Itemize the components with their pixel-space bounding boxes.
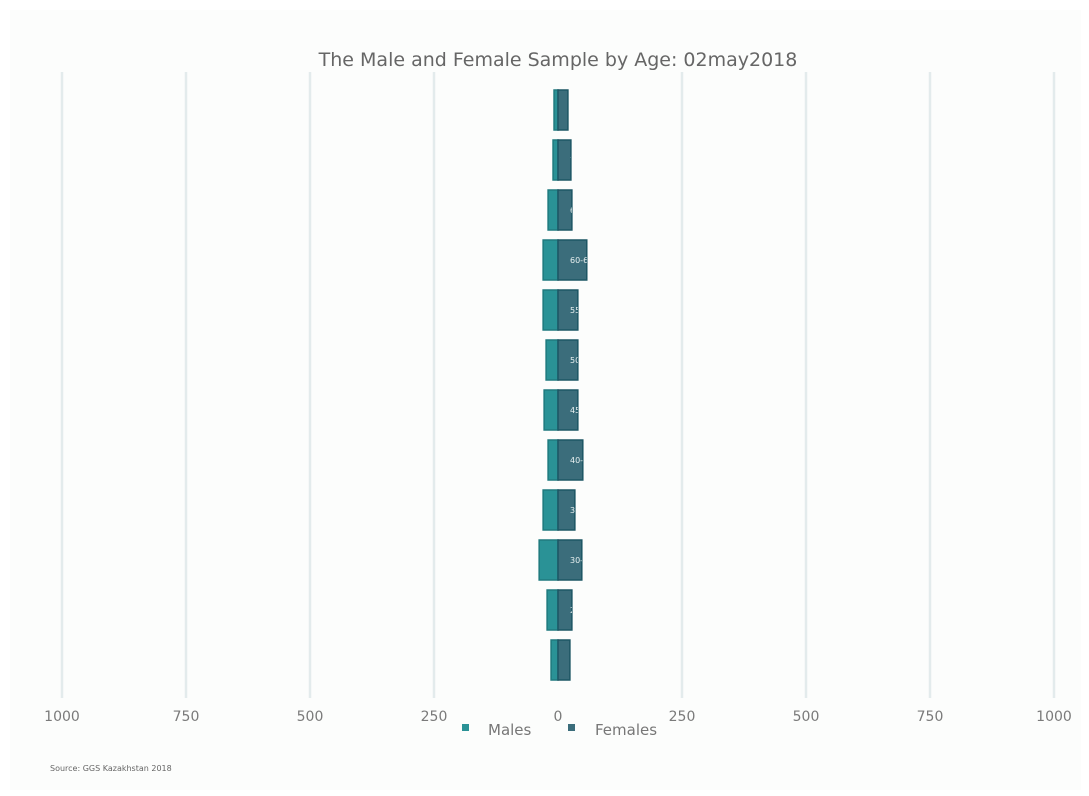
bar-females xyxy=(557,289,579,331)
bar-label: 2 xyxy=(570,606,575,615)
x-tick-label: 250 xyxy=(421,709,448,725)
bar-labels: 7 6 60-6 55 50 45 40- 3 30- 2 xyxy=(570,156,588,615)
bar-males xyxy=(542,239,559,281)
bar-females xyxy=(557,239,588,281)
population-pyramid-chart: 7 6 60-6 55 50 45 40- 3 30- 2 1000 750 500 250 0 250 50… xyxy=(44,49,1072,773)
bar-label: 40- xyxy=(570,456,583,465)
bar-males xyxy=(542,289,559,331)
gridlines xyxy=(60,72,1056,698)
bar-females xyxy=(557,489,576,531)
legend: Males Females xyxy=(462,721,657,739)
x-tick-label: 250 xyxy=(669,709,696,725)
bar-females xyxy=(557,189,573,231)
x-tick-label: 0 xyxy=(554,709,563,725)
bar-females xyxy=(557,539,583,581)
bar-males xyxy=(545,339,559,381)
x-tick-label: 1000 xyxy=(1036,709,1072,725)
x-tick-label: 500 xyxy=(297,709,324,725)
x-tick-label: 750 xyxy=(173,709,200,725)
bar-label: 30- xyxy=(570,556,583,565)
legend-label-males: Males xyxy=(488,721,532,739)
bar-label: 7 xyxy=(570,156,575,165)
bar-females xyxy=(557,139,572,181)
bar-females xyxy=(557,89,569,131)
bar-males xyxy=(550,639,559,681)
bar-males xyxy=(546,589,559,631)
bar-label: 6 xyxy=(570,206,575,215)
bar-label: 50 xyxy=(570,356,580,365)
chart-canvas: 7 6 60-6 55 50 45 40- 3 30- 2 1000 750 500 250 0 250 50… xyxy=(10,10,1081,790)
x-axis-ticks: 1000 750 500 250 0 250 500 750 1000 xyxy=(44,709,1072,725)
bar-label: 3 xyxy=(570,506,575,515)
x-tick-label: 750 xyxy=(917,709,944,725)
bar-males xyxy=(547,439,559,481)
bar-females xyxy=(557,339,579,381)
bar-females xyxy=(557,439,584,481)
bar-males xyxy=(543,389,559,431)
x-tick-label: 1000 xyxy=(44,709,80,725)
legend-label-females: Females xyxy=(595,721,657,739)
bar-label: 45 xyxy=(570,406,580,415)
legend-swatch-males xyxy=(462,724,469,731)
bar-label: 60-6 xyxy=(570,256,588,265)
bar-males xyxy=(542,489,559,531)
chart-title: The Male and Female Sample by Age: 02may… xyxy=(318,49,798,71)
bar-females xyxy=(557,589,573,631)
source-note: Source: GGS Kazakhstan 2018 xyxy=(50,764,172,773)
bar-females xyxy=(557,389,579,431)
bar-females xyxy=(557,639,571,681)
bars xyxy=(538,89,588,681)
legend-swatch-females xyxy=(568,724,575,731)
x-tick-label: 500 xyxy=(793,709,820,725)
bar-label: 55 xyxy=(570,306,580,315)
bar-males xyxy=(547,189,559,231)
bar-males xyxy=(538,539,559,581)
